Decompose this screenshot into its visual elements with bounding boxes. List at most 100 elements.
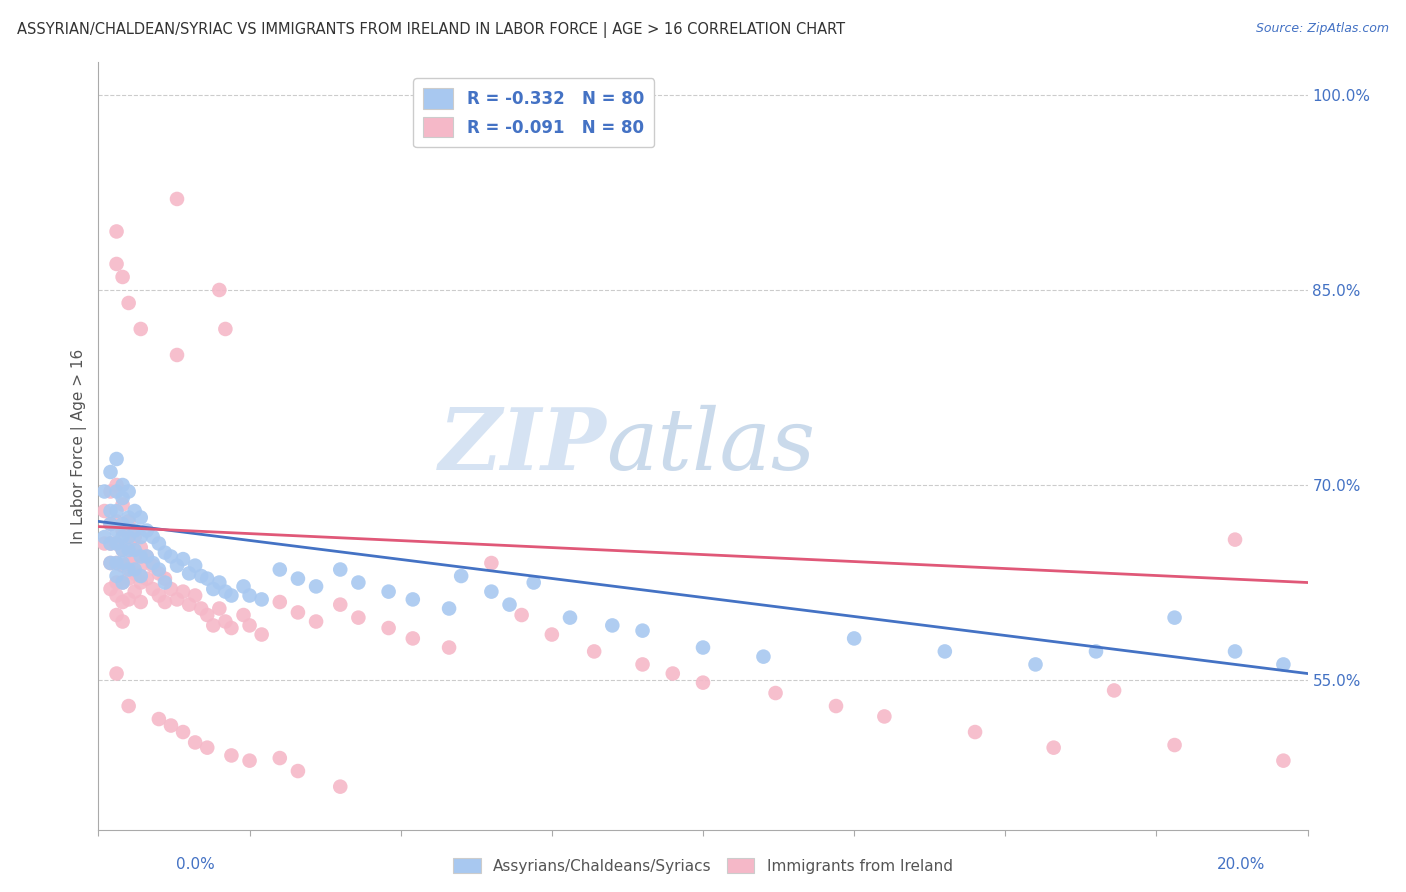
Point <box>250 627 273 641</box>
Point <box>1272 657 1295 672</box>
Point <box>873 709 896 723</box>
Point <box>118 556 141 570</box>
Point <box>160 718 183 732</box>
Point <box>172 552 194 566</box>
Point <box>105 257 128 271</box>
Point <box>124 549 146 564</box>
Point <box>287 572 309 586</box>
Point <box>111 558 134 573</box>
Legend: Assyrians/Chaldeans/Syriacs, Immigrants from Ireland: Assyrians/Chaldeans/Syriacs, Immigrants … <box>447 852 959 880</box>
Point <box>239 589 262 603</box>
Point <box>269 562 291 576</box>
Point <box>1102 683 1125 698</box>
Point <box>153 546 176 560</box>
Point <box>583 644 606 658</box>
Point <box>100 504 122 518</box>
Point <box>347 575 370 590</box>
Point <box>602 618 624 632</box>
Point <box>239 754 262 768</box>
Point <box>105 536 128 550</box>
Point <box>105 569 128 583</box>
Point <box>135 524 157 538</box>
Point <box>100 536 122 550</box>
Point <box>765 686 787 700</box>
Point <box>965 725 987 739</box>
Point <box>752 649 775 664</box>
Point <box>221 589 243 603</box>
Point <box>510 607 533 622</box>
Point <box>105 478 128 492</box>
Point <box>160 582 183 596</box>
Point <box>287 606 309 620</box>
Point <box>1223 533 1246 547</box>
Point <box>105 224 128 238</box>
Point <box>540 627 562 641</box>
Point <box>214 322 236 336</box>
Point <box>329 562 352 576</box>
Point <box>232 579 254 593</box>
Point <box>166 192 188 206</box>
Point <box>437 640 460 655</box>
Point <box>135 549 157 564</box>
Point <box>100 484 122 499</box>
Point <box>100 556 122 570</box>
Point <box>118 536 141 550</box>
Legend: R = -0.332   N = 80, R = -0.091   N = 80: R = -0.332 N = 80, R = -0.091 N = 80 <box>413 78 654 147</box>
Point <box>250 592 273 607</box>
Point <box>195 740 218 755</box>
Point <box>148 562 170 576</box>
Point <box>160 549 183 564</box>
Point <box>287 764 309 778</box>
Point <box>105 589 128 603</box>
Point <box>208 601 231 615</box>
Point <box>118 510 141 524</box>
Point <box>184 558 207 573</box>
Point <box>111 524 134 538</box>
Point <box>124 524 146 538</box>
Point <box>105 575 128 590</box>
Point <box>111 556 134 570</box>
Point <box>825 699 848 714</box>
Point <box>129 569 152 583</box>
Point <box>105 556 128 570</box>
Point <box>329 598 352 612</box>
Point <box>214 615 236 629</box>
Point <box>105 524 128 538</box>
Point <box>179 598 201 612</box>
Point <box>129 558 152 573</box>
Point <box>166 348 188 362</box>
Point <box>153 575 176 590</box>
Point <box>100 516 122 531</box>
Point <box>118 592 141 607</box>
Point <box>100 582 122 596</box>
Point <box>402 632 425 646</box>
Point <box>190 601 212 615</box>
Point <box>111 491 134 505</box>
Point <box>1163 738 1185 752</box>
Point <box>105 515 128 529</box>
Point <box>329 780 352 794</box>
Point <box>135 549 157 564</box>
Text: ASSYRIAN/CHALDEAN/SYRIAC VS IMMIGRANTS FROM IRELAND IN LABOR FORCE | AGE > 16 CO: ASSYRIAN/CHALDEAN/SYRIAC VS IMMIGRANTS F… <box>17 22 845 38</box>
Point <box>148 566 170 581</box>
Text: 0.0%: 0.0% <box>176 857 215 872</box>
Point <box>93 530 115 544</box>
Point <box>129 595 152 609</box>
Point <box>118 515 141 529</box>
Point <box>142 558 165 573</box>
Point <box>190 569 212 583</box>
Point <box>208 283 231 297</box>
Point <box>111 575 134 590</box>
Point <box>195 607 218 622</box>
Point <box>1272 754 1295 768</box>
Point <box>661 666 683 681</box>
Point <box>481 584 503 599</box>
Point <box>100 556 122 570</box>
Point <box>118 530 141 544</box>
Point <box>118 543 141 558</box>
Point <box>347 610 370 624</box>
Point <box>692 640 714 655</box>
Point <box>111 530 134 544</box>
Point <box>195 572 218 586</box>
Point <box>844 632 866 646</box>
